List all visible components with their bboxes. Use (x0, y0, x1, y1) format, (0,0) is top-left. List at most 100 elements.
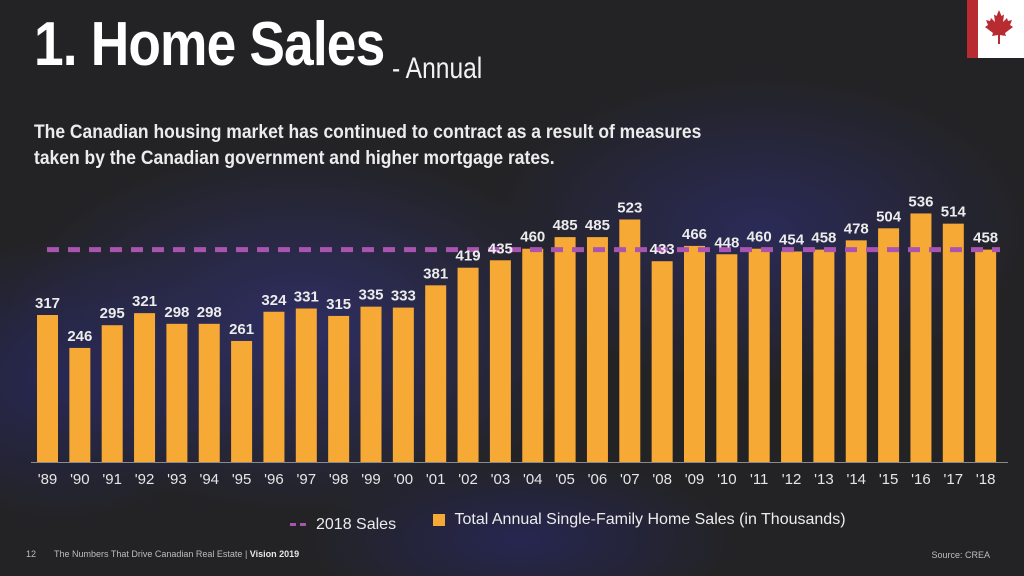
x-tick-label: '16 (911, 471, 931, 488)
bar-05 (554, 237, 576, 462)
x-tick-label: '10 (717, 471, 737, 488)
bar-13 (813, 249, 835, 462)
value-label: 454 (779, 231, 805, 248)
canada-flag-icon (967, 0, 1024, 58)
x-tick-labels-group: '89 '90 '91 '92 '93 '94 '95 '96 '97 '98 '99 '00 '01 '… (38, 471, 996, 488)
bar-03 (489, 260, 511, 462)
page-number: 12 (26, 549, 37, 559)
value-label: 458 (811, 230, 836, 247)
x-tick-label: '11 (750, 471, 768, 488)
bar-98 (328, 315, 350, 462)
bar-06 (586, 237, 608, 462)
value-label: 458 (973, 230, 998, 247)
value-label: 536 (908, 193, 933, 210)
legend-dash-icon (290, 523, 306, 526)
x-tick-label: '15 (879, 471, 899, 488)
x-tick-label: '03 (491, 471, 511, 488)
bar-16 (910, 213, 932, 462)
x-tick-label: '14 (846, 471, 866, 488)
title-suffix: - Annual (392, 52, 483, 85)
value-label: 261 (229, 321, 254, 338)
legend-item-reference: 2018 Sales (290, 516, 396, 534)
value-labels-group: 317 246 295 321 298 298 261 324 331 315 335 333 381 4… (35, 193, 998, 344)
bar-17 (942, 223, 964, 462)
value-label: 523 (617, 199, 642, 216)
value-label: 324 (261, 292, 287, 309)
legend-item-series: Total Annual Single-Family Home Sales (i… (432, 511, 846, 529)
legend-series-label: Total Annual Single-Family Home Sales (i… (454, 511, 846, 528)
x-tick-label: '96 (264, 471, 284, 488)
publication-name: The Numbers That Drive Canadian Real Est… (54, 549, 250, 559)
x-tick-label: '13 (814, 471, 834, 488)
value-label: 331 (294, 289, 319, 306)
value-label: 504 (876, 208, 902, 225)
x-tick-label: '00 (394, 471, 414, 488)
value-label: 478 (844, 220, 869, 237)
value-label: 315 (326, 296, 351, 313)
value-label: 485 (585, 217, 610, 234)
bar-chart: 317 246 295 321 298 298 261 324 331 315 335 333 381 4… (31, 193, 1008, 488)
x-tick-label: '94 (199, 471, 219, 488)
page-title: 1. Home Sales (34, 14, 441, 76)
title-main: 1. Home Sales (34, 10, 385, 79)
x-tick-label: '04 (523, 471, 543, 488)
bar-18 (975, 249, 997, 462)
value-label: 460 (520, 229, 545, 246)
value-label: 514 (941, 204, 967, 221)
bar-89 (37, 315, 58, 462)
flag-stripe (967, 0, 978, 58)
x-tick-label: '95 (232, 471, 252, 488)
bar-92 (134, 313, 156, 462)
x-tick-label: '18 (976, 471, 996, 488)
bar-96 (263, 311, 285, 462)
bar-10 (716, 254, 738, 462)
value-label: 435 (488, 240, 513, 257)
bar-97 (295, 308, 317, 462)
bar-09 (684, 245, 705, 462)
value-label: 433 (650, 241, 675, 258)
x-tick-label: '12 (782, 471, 802, 488)
value-label: 419 (456, 248, 481, 265)
bar-01 (425, 285, 447, 462)
x-tick-label: '91 (102, 471, 122, 488)
value-label: 448 (714, 234, 739, 251)
value-label: 246 (67, 328, 92, 345)
footer-left: 12 The Numbers That Drive Canadian Real E… (26, 549, 299, 559)
bar-00 (392, 307, 414, 462)
value-label: 460 (747, 229, 772, 246)
bars-group (37, 213, 997, 462)
bar-94 (198, 323, 220, 462)
x-tick-label: '05 (555, 471, 575, 488)
value-label: 485 (553, 217, 578, 234)
x-tick-label: '01 (426, 471, 446, 488)
x-tick-label: '09 (685, 471, 705, 488)
x-tick-label: '93 (167, 471, 187, 488)
value-label: 298 (197, 304, 222, 321)
bar-14 (845, 240, 867, 462)
value-label: 333 (391, 288, 416, 305)
x-tick-label: '89 (38, 471, 58, 488)
x-tick-label: '08 (652, 471, 672, 488)
value-label: 466 (682, 226, 707, 243)
bar-08 (651, 261, 673, 462)
legend-swatch-icon (432, 514, 445, 526)
bar-90 (69, 347, 91, 462)
x-tick-label: '02 (458, 471, 478, 488)
x-tick-label: '07 (620, 471, 640, 488)
value-label: 298 (164, 304, 189, 321)
bar-11 (748, 248, 770, 462)
bar-12 (781, 251, 803, 462)
edition-label: Vision 2019 (249, 549, 300, 559)
page-subtitle: The Canadian housing market has continue… (34, 122, 702, 169)
x-tick-label: '98 (329, 471, 349, 488)
x-tick-label: '99 (361, 471, 381, 488)
value-label: 317 (35, 295, 60, 312)
bar-95 (231, 340, 253, 462)
bar-99 (360, 306, 382, 462)
legend: 2018 Sales Total Annual Single-Family Ho… (290, 511, 878, 534)
value-label: 295 (100, 305, 125, 322)
bar-91 (101, 325, 123, 462)
maple-leaf-icon (985, 10, 1013, 44)
x-tick-label: '17 (944, 471, 964, 488)
bar-93 (166, 323, 188, 462)
